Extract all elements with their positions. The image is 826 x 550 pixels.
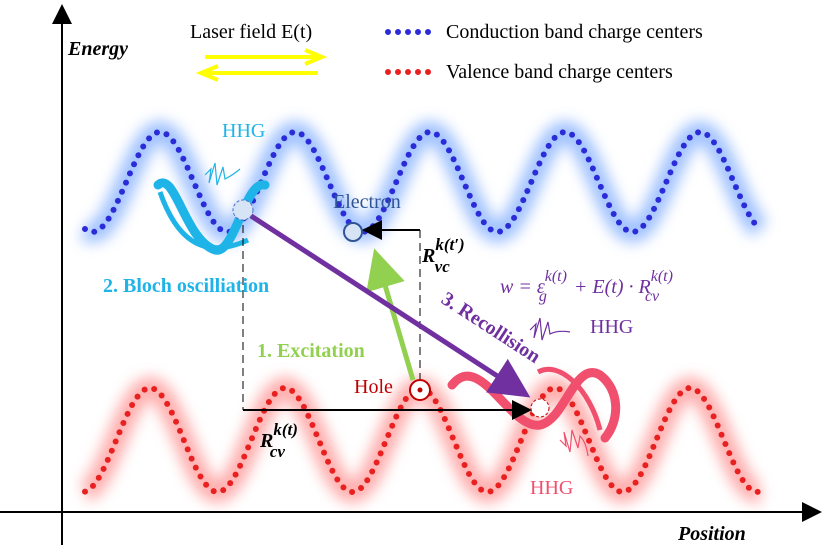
sup: k(t′) bbox=[435, 235, 464, 254]
recollision-swoosh bbox=[536, 366, 603, 431]
formula-lhs: w = ε bbox=[500, 276, 545, 298]
sub: cv bbox=[270, 442, 286, 461]
electron bbox=[343, 222, 363, 242]
hhg-wave bbox=[559, 429, 589, 457]
formula-sub: cv bbox=[645, 288, 660, 305]
symbol: R bbox=[421, 245, 435, 267]
r-vc: Rk(t′) vc bbox=[421, 235, 465, 276]
hhg-wave bbox=[529, 317, 571, 341]
hole-target bbox=[530, 398, 550, 418]
legend-valence: Valence band charge centers bbox=[446, 61, 673, 83]
formula-mid: + E(t) · R bbox=[569, 276, 651, 298]
hole-label: Hole bbox=[354, 376, 393, 398]
formula-sup: k(t) bbox=[545, 268, 567, 285]
x-axis-label: Position bbox=[677, 523, 746, 545]
recollision-label: 3. Recollision bbox=[437, 288, 544, 368]
legend-conduction: Conduction band charge centers bbox=[446, 21, 703, 43]
r-cv: Rk(t) cv bbox=[259, 420, 298, 461]
hhg-label: HHG bbox=[222, 120, 265, 142]
hhg-wave bbox=[204, 162, 241, 186]
laser-arrow-head bbox=[304, 48, 328, 66]
laser-arrow-head bbox=[195, 64, 219, 82]
conduction-band-glow bbox=[79, 120, 768, 243]
bands bbox=[79, 120, 768, 504]
hole-center bbox=[417, 387, 423, 393]
sub: vc bbox=[435, 257, 451, 276]
formula-sup: k(t) bbox=[651, 268, 673, 285]
valence-band bbox=[82, 385, 763, 496]
electron-label: Electron bbox=[333, 191, 401, 213]
bloch-swoosh bbox=[157, 191, 250, 251]
sup: k(t) bbox=[273, 420, 298, 439]
electron-origin bbox=[232, 199, 254, 221]
excitation-label: 1. Excitation bbox=[257, 340, 365, 362]
bloch-label: 2. Bloch oscilliation bbox=[103, 275, 269, 297]
y-axis-label: Energy bbox=[67, 38, 128, 60]
symbol: R bbox=[259, 430, 273, 452]
hhg-label: HHG bbox=[530, 477, 573, 499]
formula: w = εk(t) g + E(t) · Rk(t) cv bbox=[500, 268, 673, 305]
legend-laser: Laser field E(t) bbox=[190, 21, 312, 43]
recollision-arrow bbox=[243, 209, 531, 398]
formula-sub: g bbox=[539, 288, 547, 305]
hhg-label: HHG bbox=[590, 316, 633, 338]
excitation-arrow bbox=[366, 248, 416, 381]
